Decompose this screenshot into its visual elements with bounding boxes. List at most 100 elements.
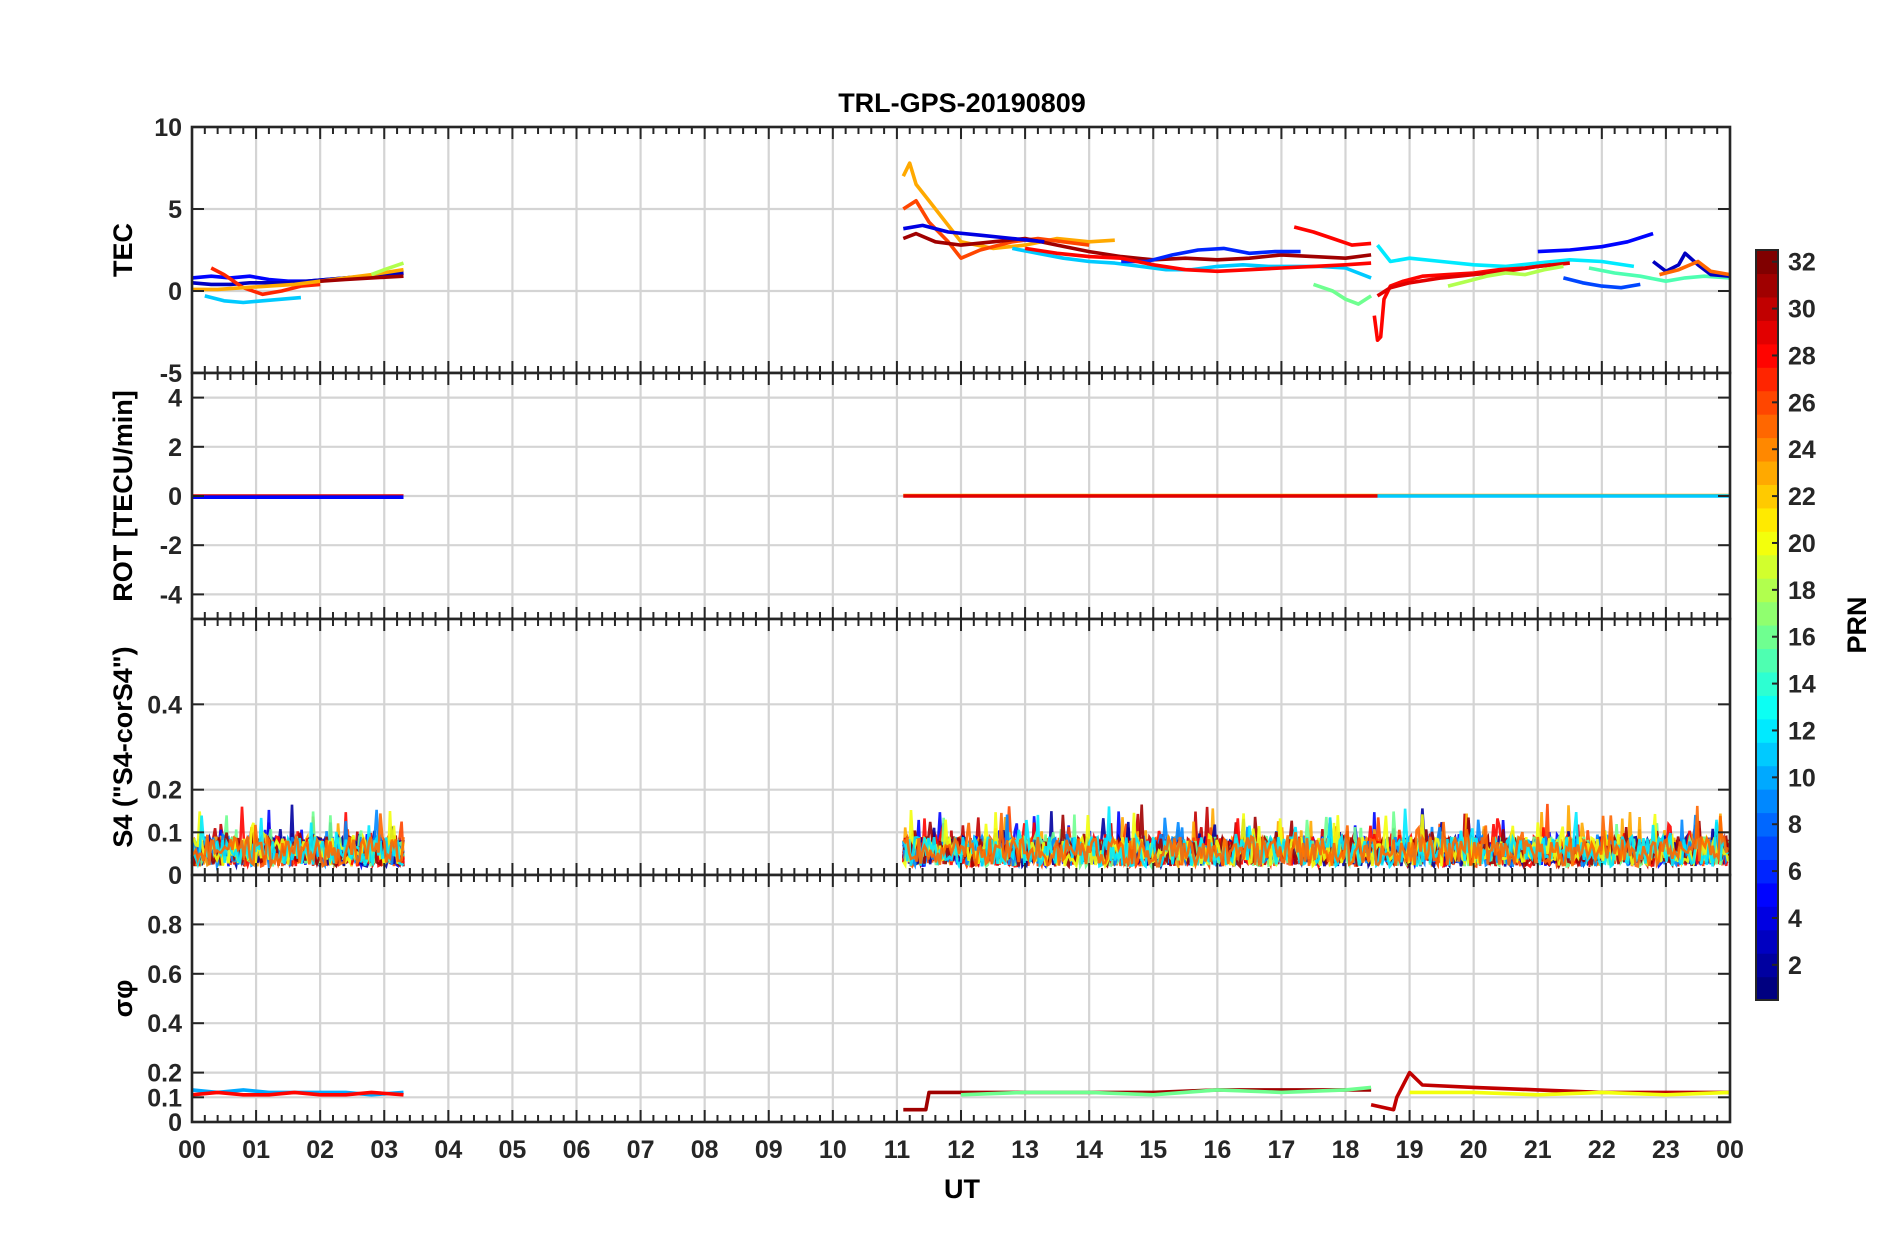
y-tick-label: 0.1	[147, 1084, 182, 1112]
x-tick-label: 09	[755, 1136, 783, 1164]
colorbar-swatch-prn-13	[1756, 695, 1778, 720]
y-tick-label: 5	[168, 196, 182, 224]
series-line-prn-15	[1588, 266, 1731, 284]
colorbar-tick-label: 6	[1788, 858, 1802, 886]
x-tick-label: 02	[306, 1136, 334, 1164]
series-line-prn-27	[210, 266, 321, 297]
panel-tec: -5 0 5 10 TEC	[108, 114, 1732, 388]
series-line-prn-16	[960, 1085, 1372, 1097]
y-tick-label: 0	[168, 862, 182, 890]
colorbar-swatch-prn-12	[1756, 718, 1778, 743]
x-tick-label: 21	[1524, 1136, 1552, 1164]
colorbar-swatch-prn-29	[1756, 320, 1778, 345]
series-line-prn-31	[320, 274, 404, 283]
y-tick-label: 4	[168, 385, 182, 413]
series-line-prn-6	[1121, 246, 1301, 264]
colorbar-swatch-prn-2	[1756, 953, 1778, 978]
colorbar-frame	[1755, 249, 1779, 1001]
y-tick-label: 0.4	[147, 691, 182, 719]
x-tick-label: 20	[1460, 1136, 1488, 1164]
series-line-prn-18	[1447, 264, 1564, 288]
colorbar-swatch-prn-17	[1756, 601, 1778, 626]
series-line-prn-28	[1024, 246, 1372, 274]
colorbar-tick-label: 8	[1788, 811, 1802, 839]
series-line-prn-12	[191, 815, 405, 869]
colorbar-swatch-prn-7	[1756, 835, 1778, 860]
series-line-prn-28	[1293, 225, 1372, 247]
y-tick-label: 0	[168, 278, 182, 306]
y-tick-label: 0.8	[147, 911, 182, 939]
series-group	[192, 493, 1730, 500]
panel-rot: -4 -2 0 2 4 ROT [TECU/min]	[108, 371, 1732, 621]
colorbar-swatch-prn-30	[1756, 296, 1778, 321]
series-line-prn-12	[1376, 243, 1635, 269]
x-tick-label: 14	[1075, 1136, 1103, 1164]
series-group	[191, 161, 1731, 343]
y-tick-label: 0	[168, 1109, 182, 1137]
series-line-prn-26	[902, 199, 1090, 261]
series-group	[190, 803, 1730, 871]
y-tick-label: -2	[160, 532, 182, 560]
colorbar-tick-label: 26	[1788, 389, 1816, 417]
x-tick-label: 03	[370, 1136, 398, 1164]
y-tick-label: 0.1	[147, 819, 182, 847]
series-line-prn-7	[1562, 276, 1641, 290]
colorbar-tick-label: 12	[1788, 717, 1816, 745]
colorbar-tick-label: 18	[1788, 577, 1816, 605]
y-axis-label: ROT [TECU/min]	[108, 390, 138, 601]
colorbar-tick-label: 28	[1788, 342, 1816, 370]
colorbar-swatch-prn-23	[1756, 460, 1778, 485]
series-line-prn-25	[1659, 259, 1731, 277]
colorbar-swatch-prn-9	[1756, 789, 1778, 814]
x-tick-label: 23	[1652, 1136, 1680, 1164]
series-line-prn-25	[902, 805, 1730, 870]
colorbar-tick-label: 22	[1788, 483, 1816, 511]
x-tick-label: 12	[947, 1136, 975, 1164]
series-line-prn-5	[1537, 231, 1654, 254]
x-tick-label: 08	[691, 1136, 719, 1164]
colorbar-swatch-prn-1	[1756, 976, 1778, 1001]
colorbar-swatch-prn-26	[1756, 390, 1778, 415]
x-tick-label: 04	[434, 1136, 462, 1164]
colorbar-swatch-prn-11	[1756, 742, 1778, 767]
y-tick-label: 10	[154, 114, 182, 142]
y-tick-label: -4	[160, 581, 182, 609]
y-axis-label: σφ	[108, 980, 138, 1018]
colorbar-swatch-prn-3	[1756, 929, 1778, 954]
x-tick-label: 07	[627, 1136, 655, 1164]
series-line-prn-29	[1376, 261, 1570, 298]
y-tick-label: 0.6	[147, 961, 182, 989]
x-tick-label: 19	[1396, 1136, 1424, 1164]
x-tick-label: 11	[884, 1136, 911, 1164]
y-tick-label: 0.4	[147, 1010, 182, 1038]
y-tick-label: 0	[168, 483, 182, 511]
x-tick-label: 10	[819, 1136, 847, 1164]
y-tick-label: -5	[160, 360, 182, 388]
series-line-prn-18	[370, 261, 405, 277]
series-line-prn-11	[204, 294, 302, 305]
colorbar-tick-label: 14	[1788, 671, 1816, 699]
x-axis-label: UT	[944, 1174, 980, 1204]
x-tick-label: 16	[1203, 1136, 1231, 1164]
colorbar-tick-label: 30	[1788, 296, 1816, 324]
colorbar-tick-label: 16	[1788, 624, 1816, 652]
x-tick-label: 01	[242, 1136, 270, 1164]
x-tick-label: 22	[1588, 1136, 1616, 1164]
y-tick-label: 0.2	[147, 1060, 182, 1088]
series-line-prn-23	[192, 267, 404, 292]
x-tick-label: 18	[1332, 1136, 1360, 1164]
colorbar-tick-label: 24	[1788, 436, 1816, 464]
colorbar-swatch-prn-20	[1756, 531, 1778, 556]
series-line-prn-16	[1312, 282, 1373, 306]
colorbar-swatch-prn-21	[1756, 507, 1778, 532]
colorbar-tick-label: 10	[1788, 764, 1816, 792]
colorbar-swatch-prn-10	[1756, 765, 1778, 790]
series-line-prn-4	[902, 223, 1045, 244]
x-tick-label: 06	[563, 1136, 591, 1164]
x-tick-label: 13	[1011, 1136, 1039, 1164]
colorbar-swatch-prn-8	[1756, 812, 1778, 837]
series-group	[191, 1070, 1731, 1112]
colorbar-tick-label: 32	[1788, 249, 1816, 277]
